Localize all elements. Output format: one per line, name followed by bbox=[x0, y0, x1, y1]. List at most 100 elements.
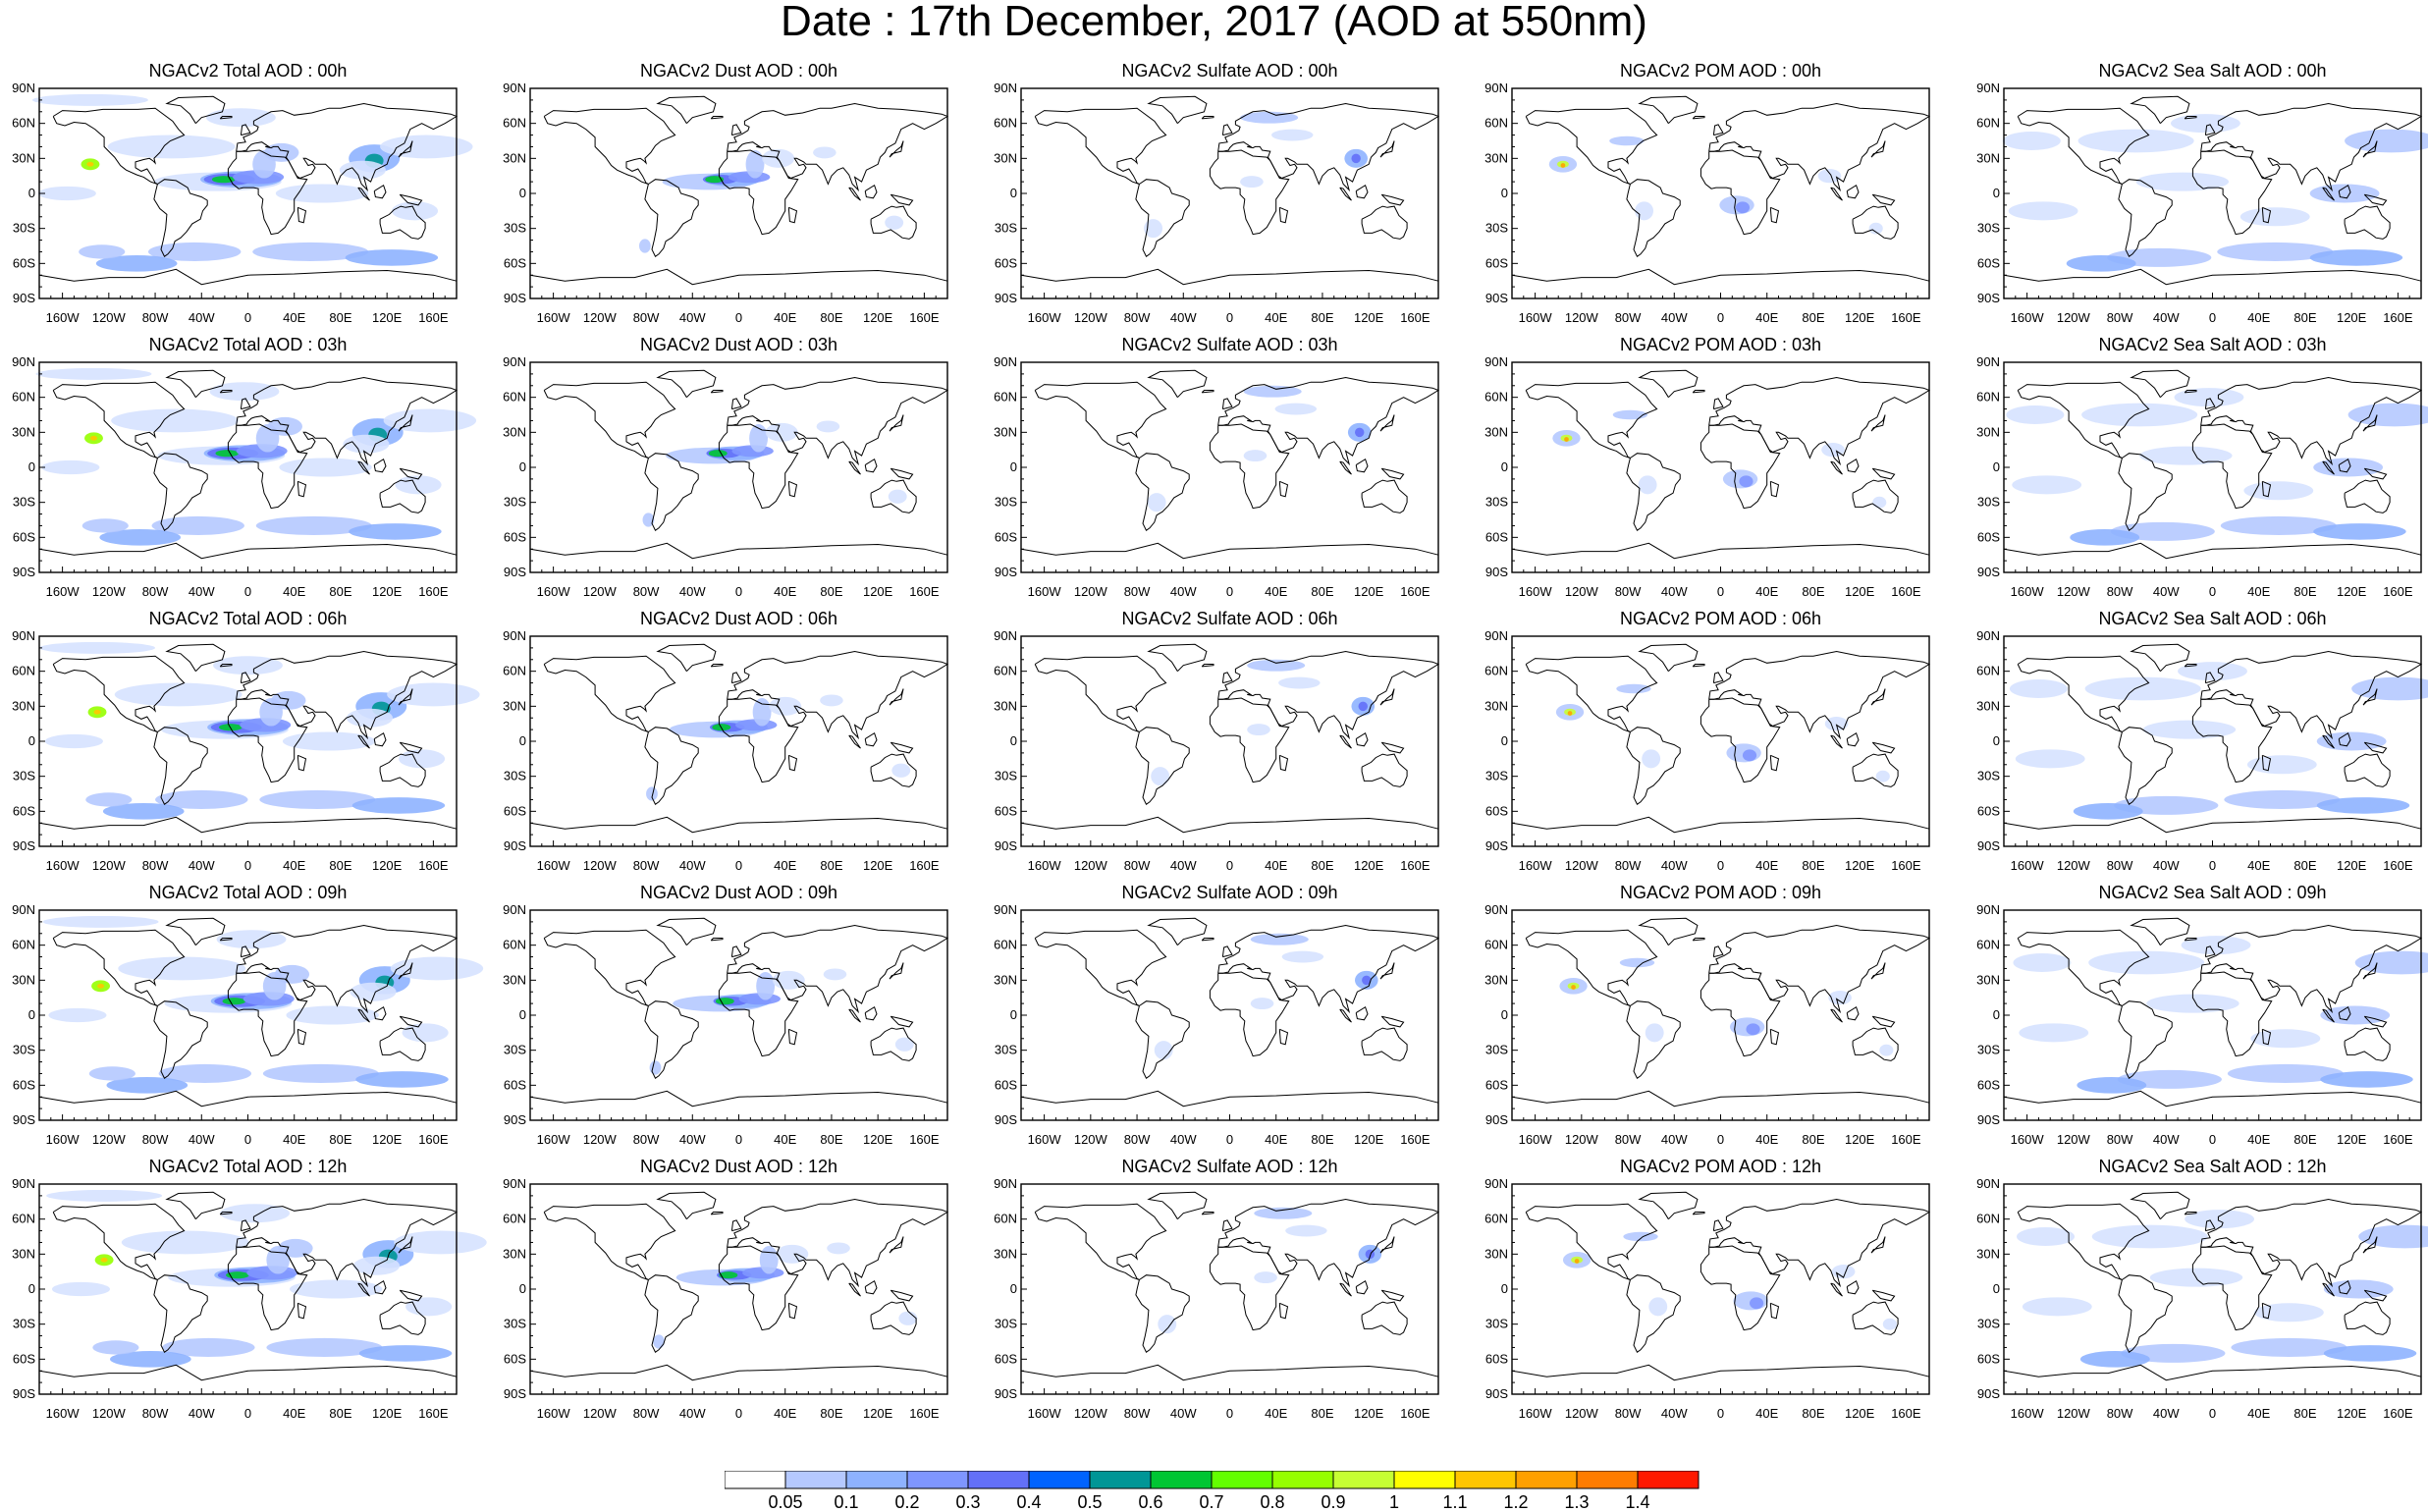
map-panel: NGACv2 POM AOD : 03h 160W 120W 80W 40W 0 40E 80… bbox=[1484, 335, 1931, 612]
y-tick-label: 60S bbox=[13, 1351, 35, 1366]
coastline bbox=[848, 460, 861, 475]
aod-contour bbox=[39, 641, 156, 654]
aod-contour bbox=[121, 1230, 249, 1255]
coastline bbox=[2362, 140, 2378, 158]
x-tick-label: 160W bbox=[46, 584, 81, 599]
y-tick-label: 30N bbox=[503, 1246, 526, 1261]
coastline bbox=[1700, 149, 1781, 236]
aod-contour bbox=[151, 515, 244, 535]
aod-contour bbox=[42, 915, 159, 928]
map-panel: NGACv2 POM AOD : 12h 160W 120W 80W 40W 0 40E 80… bbox=[1484, 1157, 1931, 1433]
aod-contour bbox=[2250, 1029, 2321, 1049]
colorbar-label: 1.3 bbox=[1564, 1492, 1589, 1512]
y-tick-label: 60S bbox=[13, 255, 35, 270]
aod-contour bbox=[395, 475, 442, 495]
x-tick-label: 80E bbox=[2293, 858, 2316, 873]
y-tick-label: 30N bbox=[503, 698, 526, 713]
map-panel: NGACv2 Total AOD : 12h 160W 120W 80W 40W 0 40E… bbox=[12, 1157, 487, 1433]
coastline bbox=[1339, 187, 1352, 201]
coastline bbox=[1339, 1282, 1352, 1297]
y-tick-label: 0 bbox=[1501, 733, 1508, 748]
y-tick-label: 60S bbox=[1485, 1351, 1508, 1366]
colorbar-swatch bbox=[1637, 1471, 1700, 1489]
x-tick-label: 80E bbox=[820, 584, 842, 599]
aod-contour bbox=[1821, 443, 1845, 458]
x-tick-label: 40W bbox=[1661, 1132, 1688, 1147]
colorbar: 0.05 0.1 0.2 0.3 0.4 0.5 0.6 0.7 0.8 0.9 1 1.1 1.2 1.… bbox=[725, 1471, 1700, 1512]
coastline bbox=[297, 206, 307, 224]
coastline bbox=[1339, 734, 1352, 749]
x-tick-label: 0 bbox=[735, 1132, 742, 1147]
panel-title: NGACv2 Sulfate AOD : 00h bbox=[1121, 61, 1338, 81]
coastline bbox=[1712, 124, 1724, 136]
x-tick-label: 40W bbox=[189, 1406, 215, 1421]
x-tick-label: 160E bbox=[909, 310, 940, 325]
coastline bbox=[1712, 672, 1724, 684]
coastline bbox=[1638, 1191, 1699, 1220]
coastline bbox=[399, 193, 423, 206]
coastline bbox=[1135, 179, 1190, 257]
y-tick-label: 90N bbox=[1976, 905, 2000, 917]
x-tick-label: 160E bbox=[909, 584, 940, 599]
map-panel: NGACv2 Sulfate AOD : 12h 160W 120W 80W 40W 0 4… bbox=[994, 1157, 1440, 1433]
aod-contour bbox=[2079, 1351, 2150, 1368]
y-tick-label: 0 bbox=[1010, 1281, 1017, 1296]
y-tick-label: 0 bbox=[1501, 1281, 1508, 1296]
y-tick-label: 60S bbox=[995, 255, 1017, 270]
coastline bbox=[1525, 929, 1658, 1006]
aod-contour bbox=[402, 1023, 449, 1043]
map-plot: 160W 120W 80W 40W 0 40E 80E 120E 160E bbox=[31, 87, 473, 325]
x-tick-label: 40E bbox=[1755, 858, 1778, 873]
y-tick-label: 60N bbox=[994, 938, 1017, 952]
coastline bbox=[2363, 1015, 2388, 1028]
coastline bbox=[543, 381, 676, 459]
x-tick-label: 80E bbox=[820, 1406, 842, 1421]
coastline bbox=[2200, 102, 2423, 192]
coastline bbox=[2362, 1236, 2378, 1254]
y-axis: 90N 60N 30N 0 30S 60S 90S bbox=[12, 905, 35, 1125]
coastlines bbox=[1511, 369, 1931, 560]
x-tick-label: 80W bbox=[633, 1406, 660, 1421]
coastline bbox=[1221, 124, 1233, 136]
map-plot: 160W 120W 80W 40W 0 40E 80E 120E 160E bbox=[1020, 635, 1440, 873]
aod-contour bbox=[1616, 683, 1651, 694]
coastline bbox=[1626, 179, 1681, 257]
x-tick-label: 160W bbox=[2011, 1132, 2045, 1147]
coastline bbox=[2362, 962, 2378, 980]
aod-contour bbox=[2019, 1023, 2089, 1043]
x-tick-label: 40W bbox=[679, 584, 706, 599]
y-tick-label: 60N bbox=[994, 1212, 1017, 1226]
coastline bbox=[297, 754, 307, 772]
x-tick-label: 160W bbox=[46, 858, 81, 873]
y-tick-label: 60S bbox=[995, 1077, 1017, 1092]
x-tick-label: 160E bbox=[418, 1406, 449, 1421]
colorbar-swatch bbox=[1211, 1471, 1273, 1489]
x-tick-label: 120E bbox=[372, 1406, 403, 1421]
y-tick-label: 60N bbox=[12, 938, 35, 952]
x-tick-label: 80W bbox=[633, 858, 660, 873]
aod-contour bbox=[894, 1037, 914, 1052]
coastline bbox=[1638, 917, 1699, 946]
x-tick-label: 80E bbox=[1311, 1406, 1333, 1421]
x-tick-label: 0 bbox=[735, 584, 742, 599]
y-tick-label: 60S bbox=[1977, 529, 2000, 544]
map-plot: 160W 120W 80W 40W 0 40E 80E 120E 160E bbox=[2003, 909, 2428, 1147]
map-panel: NGACv2 Dust AOD : 06h 160W 120W 80W 40W 0 40E 8… bbox=[503, 609, 949, 886]
coastline bbox=[1511, 1090, 1930, 1107]
coastline bbox=[656, 917, 717, 946]
x-tick-label: 40W bbox=[189, 310, 215, 325]
x-tick-label: 80E bbox=[1311, 858, 1333, 873]
aod-contour bbox=[2174, 388, 2244, 407]
colorbar-swatch bbox=[1454, 1471, 1517, 1489]
x-tick-label: 80W bbox=[1615, 310, 1642, 325]
x-tick-label: 120W bbox=[92, 858, 127, 873]
x-tick-label: 160W bbox=[2011, 1406, 2045, 1421]
coastlines bbox=[1020, 643, 1440, 834]
coastline bbox=[2184, 1212, 2197, 1215]
aod-contour bbox=[2091, 1224, 2208, 1249]
coastline bbox=[2118, 1274, 2173, 1353]
x-tick-label: 80E bbox=[329, 1132, 351, 1147]
coastline bbox=[1355, 458, 1369, 473]
x-tick-label: 120E bbox=[863, 584, 893, 599]
coastline bbox=[399, 741, 423, 754]
